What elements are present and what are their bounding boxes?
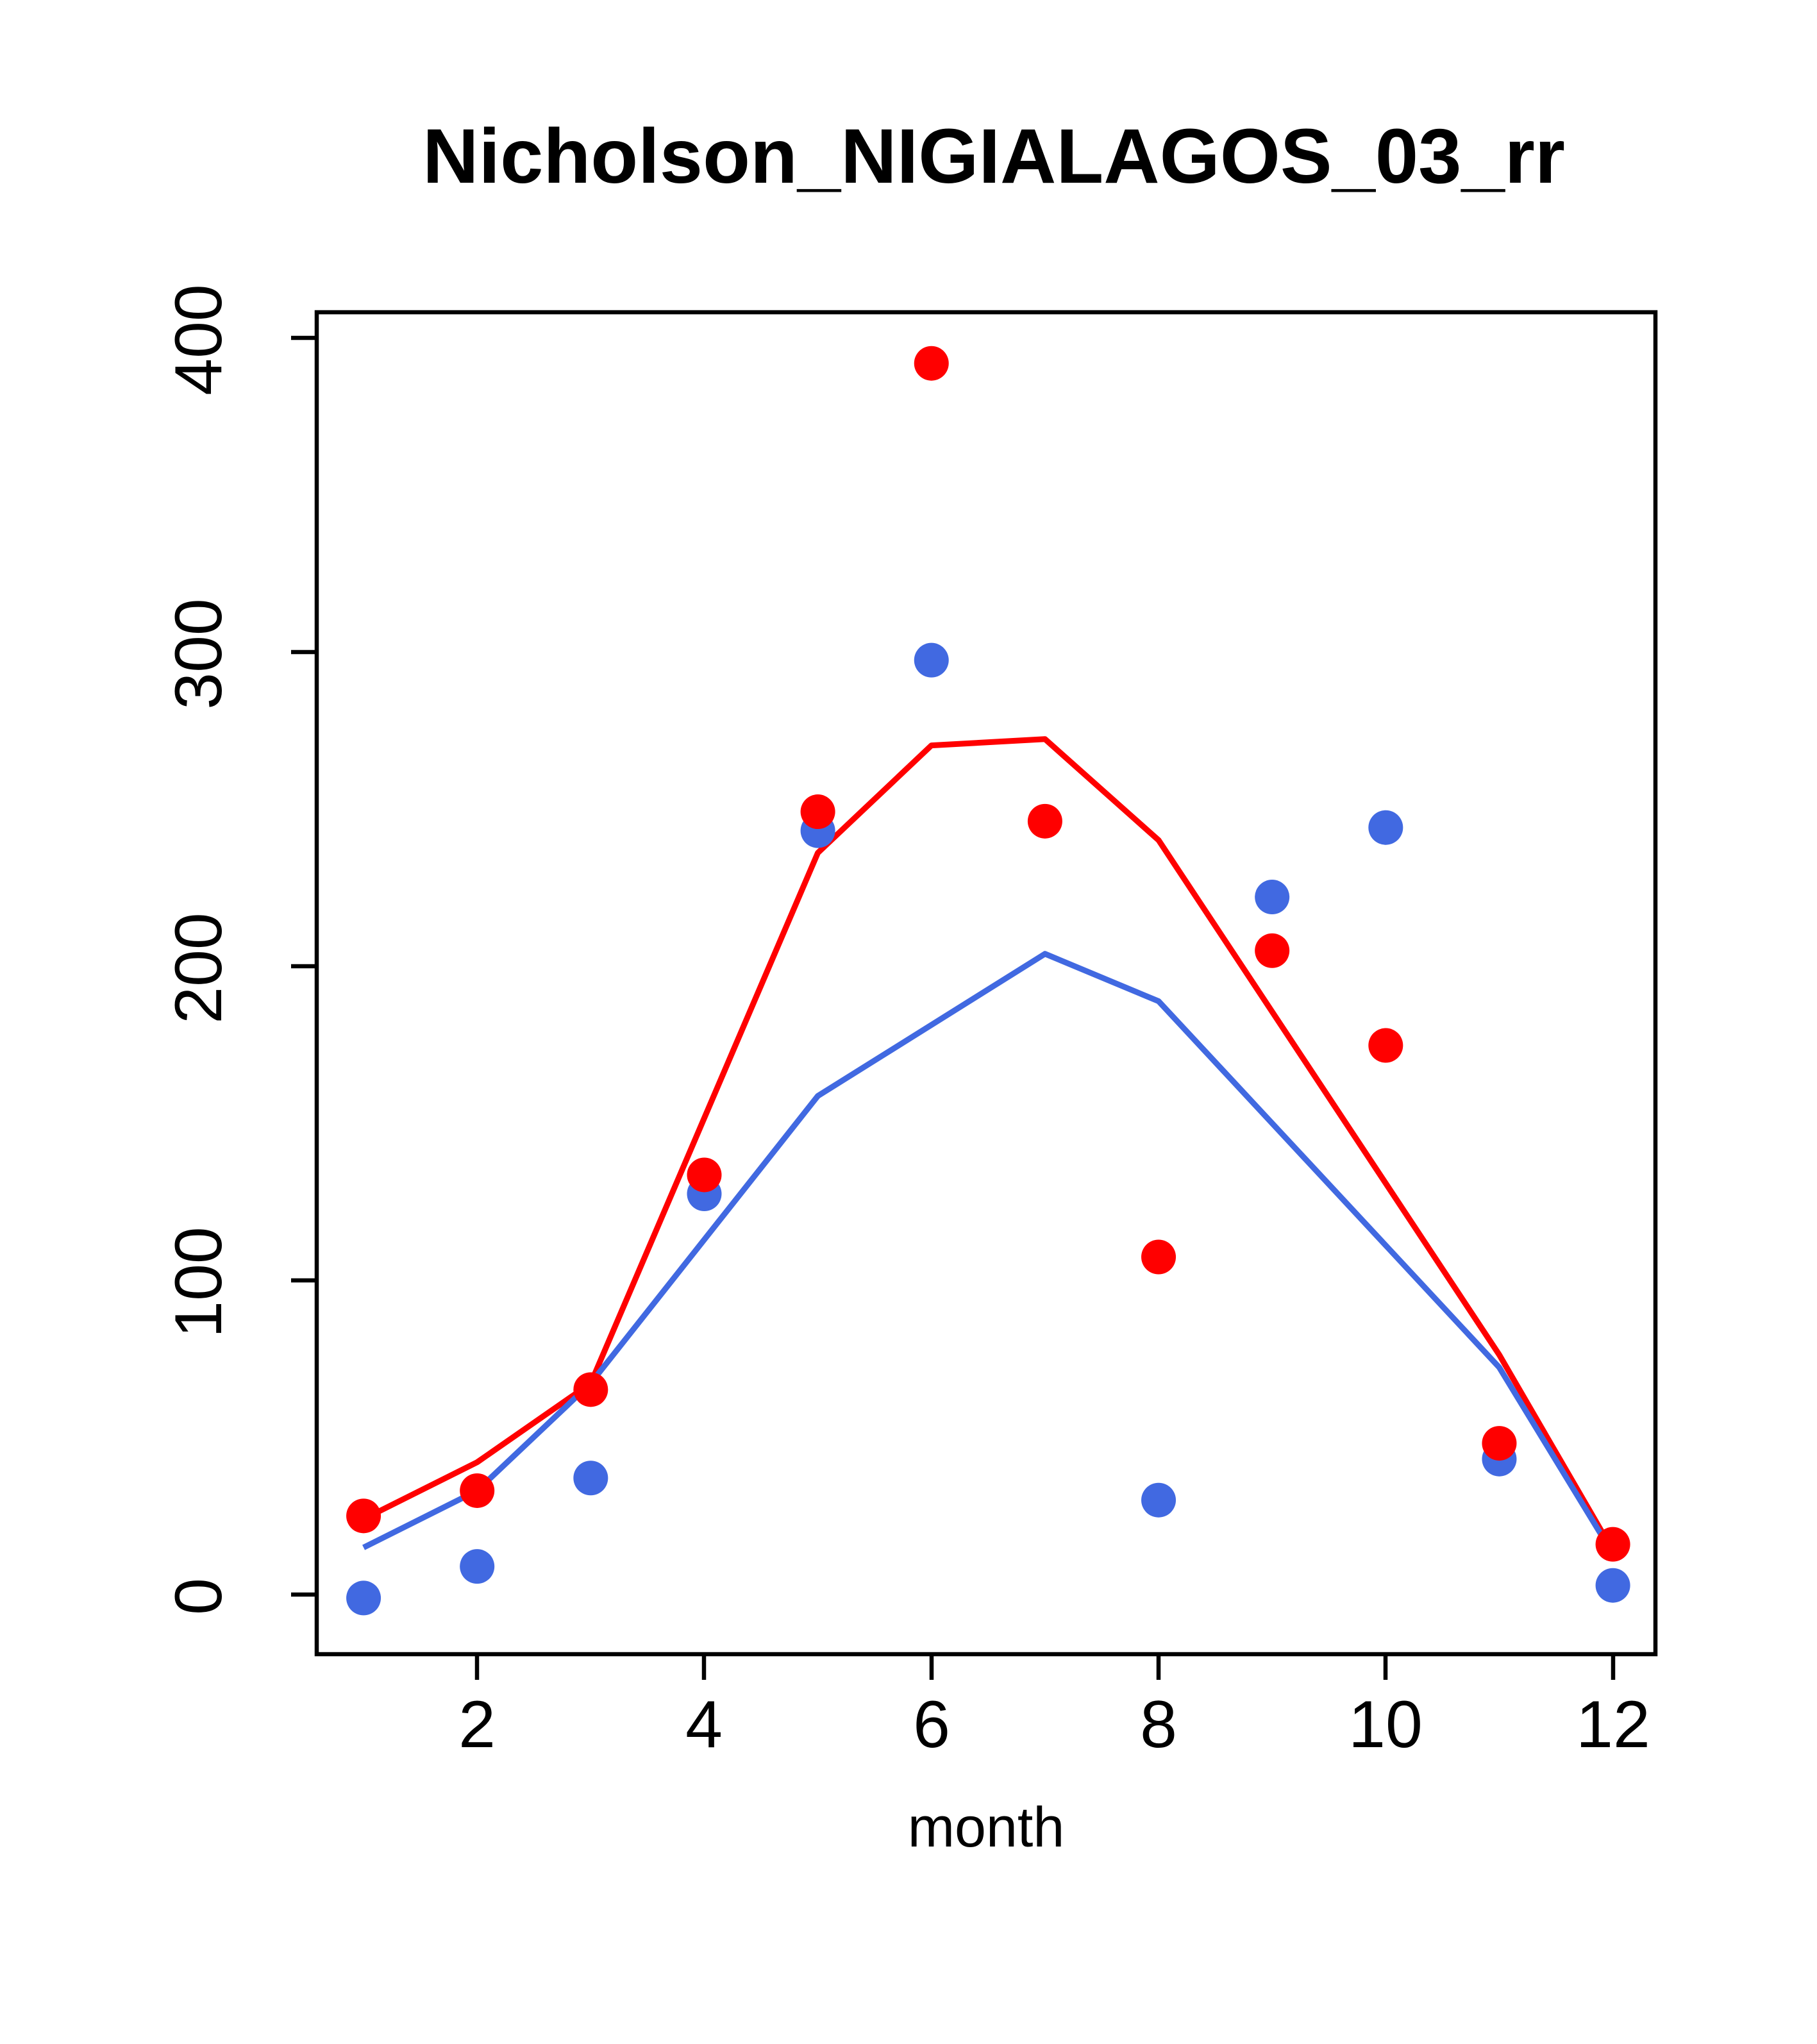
svg-text:100: 100: [162, 1227, 236, 1338]
svg-text:200: 200: [162, 912, 236, 1024]
svg-text:400: 400: [162, 284, 236, 396]
svg-text:6: 6: [913, 1688, 950, 1762]
svg-text:4: 4: [685, 1688, 723, 1762]
svg-text:2: 2: [458, 1688, 496, 1762]
svg-text:12: 12: [1576, 1688, 1650, 1762]
svg-text:0: 0: [162, 1578, 236, 1615]
svg-text:8: 8: [1140, 1688, 1177, 1762]
svg-text:month: month: [908, 1795, 1065, 1859]
svg-text:Nicholson_NIGIALAGOS_03_rr: Nicholson_NIGIALAGOS_03_rr: [423, 112, 1565, 199]
svg-text:300: 300: [162, 598, 236, 710]
svg-text:10: 10: [1348, 1688, 1423, 1762]
